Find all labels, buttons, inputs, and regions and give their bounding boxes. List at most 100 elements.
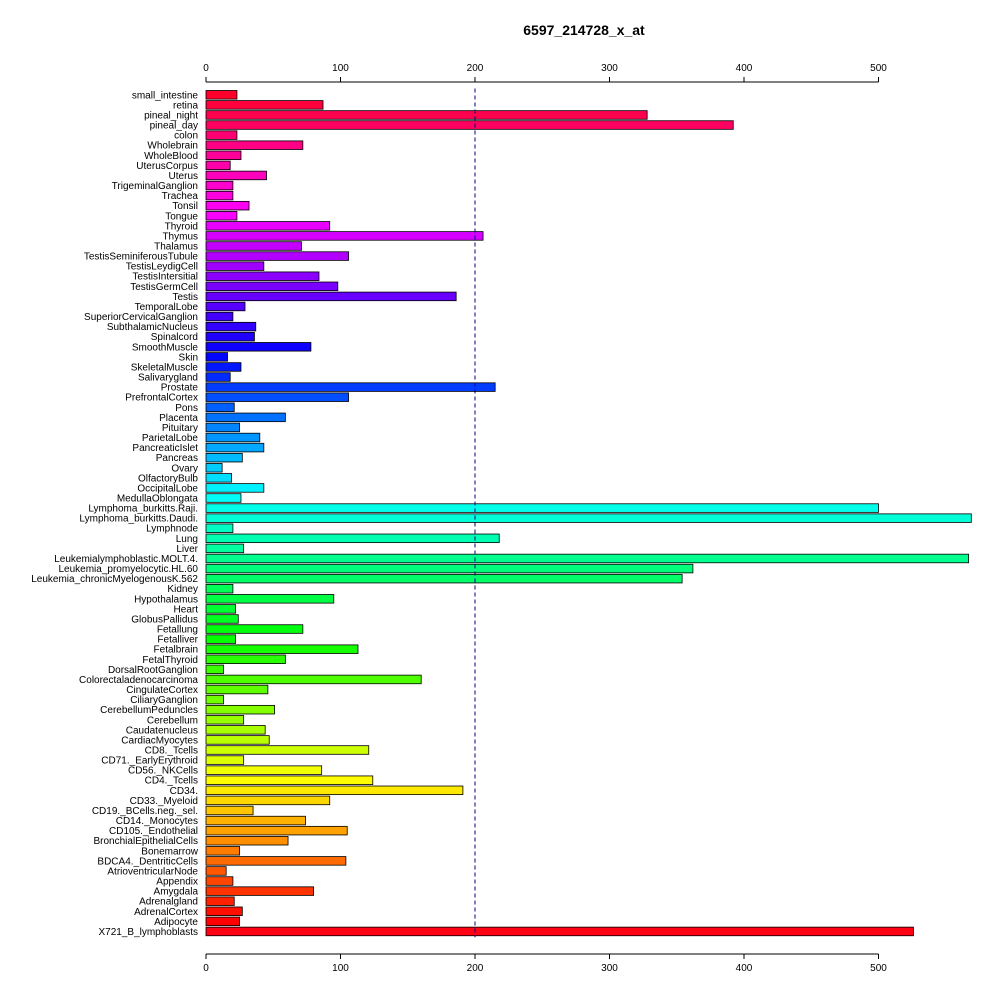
bar: [205, 321, 257, 332]
chart-title: 6597_214728_x_at: [523, 22, 645, 38]
bar: [205, 513, 972, 523]
bar: [205, 281, 339, 292]
bar: [205, 715, 245, 725]
category-label: Leukemialymphoblastic.MOLT.4.: [54, 554, 198, 565]
category-label: colon: [174, 131, 198, 142]
category-label: MedullaOblongata: [117, 494, 199, 505]
bar: [205, 694, 224, 705]
bar: [205, 90, 238, 100]
x-tick-label: 400: [736, 63, 753, 74]
category-label: Skin: [179, 352, 198, 363]
x-tick-label: 400: [736, 963, 753, 974]
bar: [205, 140, 304, 150]
top-x-axis: 0 100 200 300 400 500: [203, 63, 887, 83]
category-label: GlobusPallidus: [131, 614, 198, 625]
bar: [205, 231, 484, 241]
category-label: Appendix: [156, 877, 198, 888]
bar: [205, 100, 324, 110]
x-tick-label: 500: [870, 963, 887, 974]
bar: [205, 392, 349, 402]
bar: [205, 483, 265, 493]
category-label: small_intestine: [132, 90, 199, 101]
category-label: BronchialEpithelialCells: [94, 836, 199, 847]
category-label: Ovary: [171, 463, 198, 474]
bar: [205, 382, 496, 392]
category-label: CD56._NKCells: [128, 766, 198, 777]
category-label: TrigeminalGanglion: [112, 181, 198, 192]
bar: [205, 745, 370, 755]
category-label: CD34.: [170, 786, 198, 797]
category-label: SkeletalMuscle: [131, 362, 199, 373]
category-label: CD8._Tcells: [145, 746, 198, 757]
bar: [205, 674, 422, 685]
category-label: Heart: [174, 604, 199, 615]
category-label: pineal_day: [150, 121, 198, 132]
category-label: Trachea: [162, 191, 199, 202]
x-tick-label: 200: [467, 963, 484, 974]
bar: [205, 735, 270, 745]
category-label: Lymphoma_burkitts.Raji.: [88, 504, 198, 515]
bar: [205, 503, 879, 513]
category-label: TemporalLobe: [135, 302, 199, 313]
category-label: Leukemia_promyelocytic.HL.60: [58, 564, 198, 575]
bar: [205, 725, 266, 735]
bar: [205, 775, 374, 785]
bar: [205, 533, 500, 544]
bar: [205, 442, 265, 453]
bar: [205, 553, 970, 564]
bar: [205, 251, 349, 261]
bar: [205, 916, 241, 927]
bar: [205, 110, 648, 120]
category-label: CD4._Tcells: [145, 776, 198, 787]
category-label: DorsalRootGanglion: [108, 665, 198, 676]
bar: [205, 614, 239, 624]
category-label: Placenta: [159, 413, 198, 424]
category-label: Uterus: [169, 171, 198, 182]
category-label: FetalThyroid: [142, 655, 198, 666]
category-label: Testis: [172, 292, 198, 303]
x-tick-label: 500: [870, 63, 887, 74]
bar: [205, 624, 304, 634]
bar: [205, 664, 224, 675]
category-label: Lymphnode: [146, 524, 198, 535]
category-label: PrefrontalCortex: [125, 393, 198, 404]
bar: [205, 241, 302, 251]
bar: [205, 836, 289, 846]
bar: [205, 896, 235, 906]
bar: [205, 180, 234, 191]
bar: [205, 815, 306, 826]
category-label: Adrenalgland: [139, 897, 198, 908]
bar: [205, 805, 254, 816]
bar: [205, 311, 234, 322]
category-label: OlfactoryBulb: [138, 473, 198, 484]
category-label: AtrioventricularNode: [107, 866, 198, 877]
bar: [205, 120, 734, 130]
bar: [205, 473, 232, 483]
category-label: Pituitary: [162, 423, 198, 434]
category-label: Salivarygland: [138, 373, 198, 384]
category-label: SmoothMuscle: [132, 342, 199, 353]
bar: [205, 584, 234, 594]
bar: [205, 291, 457, 302]
bar: [205, 432, 261, 443]
category-label: Spinalcord: [151, 332, 198, 343]
bar: [205, 523, 234, 533]
x-tick-label: 300: [601, 63, 618, 74]
category-label: CerebellumPeduncles: [100, 705, 198, 716]
bar: [205, 785, 464, 796]
bar: [205, 261, 265, 271]
category-label: retina: [173, 100, 198, 111]
bar: [205, 573, 683, 584]
bar: [205, 876, 234, 886]
category-label: Colorectaladenocarcinoma: [79, 675, 198, 686]
bar: [205, 150, 242, 160]
category-label: Thalamus: [154, 242, 198, 253]
category-label: TestisGermCell: [130, 282, 198, 293]
category-label: CD33._Myeloid: [130, 796, 198, 807]
category-label: Tonsil: [172, 201, 198, 212]
bar: [205, 755, 245, 765]
category-label: CiliaryGanglion: [130, 695, 198, 706]
bar: [205, 866, 227, 876]
category-label: pineal_night: [144, 110, 198, 121]
